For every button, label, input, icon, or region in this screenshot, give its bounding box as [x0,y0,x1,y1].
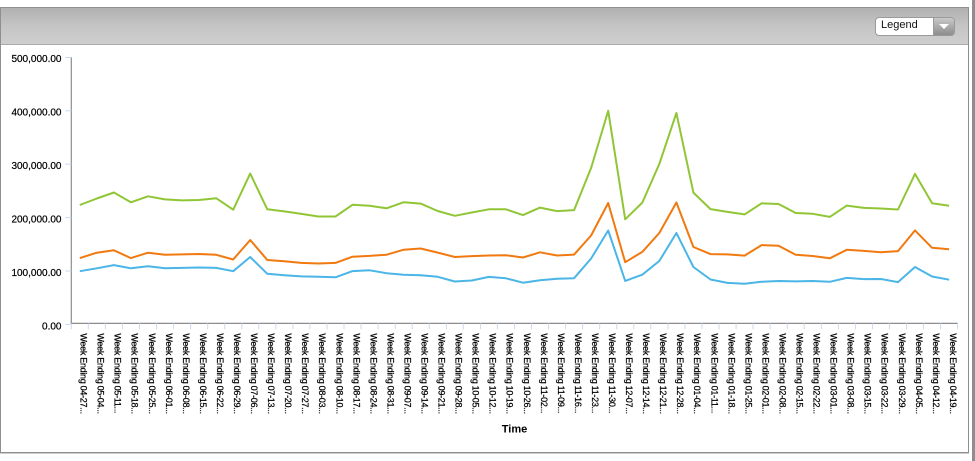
svg-text:Week Ending 05-04...: Week Ending 05-04... [96,333,106,413]
svg-text:400,000.00: 400,000.00 [11,108,61,119]
svg-text:Week Ending 04-05...: Week Ending 04-05... [914,333,924,413]
svg-text:Week Ending 01-18...: Week Ending 01-18... [726,333,736,413]
svg-text:200,000.00: 200,000.00 [11,215,61,226]
svg-text:Week Ending 11-30...: Week Ending 11-30... [607,333,617,413]
svg-text:500,000.00: 500,000.00 [11,54,61,65]
svg-text:Week Ending 02-01...: Week Ending 02-01... [760,333,770,413]
svg-text:Week Ending 01-04...: Week Ending 01-04... [692,333,702,413]
svg-text:Week Ending 07-27...: Week Ending 07-27... [300,333,310,413]
svg-text:Week Ending 08-31...: Week Ending 08-31... [385,333,395,413]
svg-text:Week Ending 01-25...: Week Ending 01-25... [743,333,753,413]
svg-text:Week Ending 03-15...: Week Ending 03-15... [863,333,873,413]
svg-text:Time: Time [502,424,527,436]
svg-text:Week Ending 11-23...: Week Ending 11-23... [590,333,600,413]
svg-text:Week Ending 01-11...: Week Ending 01-11... [709,333,719,413]
svg-text:Week Ending 04-19...: Week Ending 04-19... [948,333,958,413]
svg-text:Week Ending 09-21...: Week Ending 09-21... [437,333,447,413]
svg-text:Week Ending 08-03...: Week Ending 08-03... [317,333,327,413]
svg-text:Week Ending 09-07...: Week Ending 09-07... [403,333,413,413]
svg-text:300,000.00: 300,000.00 [11,161,61,172]
svg-text:Week Ending 02-15...: Week Ending 02-15... [795,333,805,413]
svg-text:Week Ending 03-22...: Week Ending 03-22... [880,333,890,413]
svg-text:Week Ending 12-07...: Week Ending 12-07... [624,333,634,413]
svg-text:Week Ending 09-14...: Week Ending 09-14... [420,333,430,413]
svg-text:Week Ending 08-17...: Week Ending 08-17... [351,333,361,413]
svg-text:Week Ending 05-11...: Week Ending 05-11... [113,333,123,413]
svg-text:100,000.00: 100,000.00 [11,268,61,279]
svg-text:Week Ending 02-08...: Week Ending 02-08... [777,333,787,413]
svg-text:Week Ending 06-22...: Week Ending 06-22... [215,333,225,413]
svg-text:0.00: 0.00 [42,322,62,333]
svg-text:Week Ending 02-22...: Week Ending 02-22... [812,333,822,413]
svg-text:Week Ending 05-25...: Week Ending 05-25... [147,333,157,413]
svg-text:Week Ending 03-08...: Week Ending 03-08... [846,333,856,413]
svg-text:Week Ending 12-14...: Week Ending 12-14... [641,333,651,413]
svg-text:Week Ending 10-19...: Week Ending 10-19... [505,333,515,413]
svg-text:Week Ending 09-28...: Week Ending 09-28... [454,333,464,413]
svg-text:Week Ending 06-01...: Week Ending 06-01... [164,333,174,413]
svg-text:Week Ending 06-08...: Week Ending 06-08... [181,333,191,413]
svg-text:Week Ending 04-12...: Week Ending 04-12... [931,333,941,413]
svg-text:Week Ending 08-24...: Week Ending 08-24... [368,333,378,413]
svg-text:Week Ending 03-01...: Week Ending 03-01... [829,333,839,413]
svg-text:Week Ending 10-05...: Week Ending 10-05... [471,333,481,413]
svg-text:Week Ending 11-16...: Week Ending 11-16... [573,333,583,413]
svg-text:Week Ending 10-12...: Week Ending 10-12... [488,333,498,413]
svg-text:Week Ending 11-09...: Week Ending 11-09... [556,333,566,413]
svg-text:Week Ending 10-26...: Week Ending 10-26... [522,333,532,413]
svg-text:Week Ending 12-21...: Week Ending 12-21... [658,333,668,413]
svg-text:Week Ending 12-28...: Week Ending 12-28... [675,333,685,413]
svg-text:Week Ending 07-20...: Week Ending 07-20... [283,333,293,413]
svg-text:Week Ending 04-27...: Week Ending 04-27... [79,333,89,413]
svg-text:Week Ending 05-18...: Week Ending 05-18... [130,333,140,413]
svg-text:Week Ending 03-29...: Week Ending 03-29... [897,333,907,413]
svg-text:Week Ending 08-10...: Week Ending 08-10... [334,333,344,413]
svg-text:Week Ending 11-02...: Week Ending 11-02... [539,333,549,413]
svg-text:Week Ending 06-15...: Week Ending 06-15... [198,333,208,413]
svg-text:Week Ending 07-13...: Week Ending 07-13... [266,333,276,413]
svg-text:Week Ending 06-29...: Week Ending 06-29... [232,333,242,413]
svg-text:Week Ending 07-06...: Week Ending 07-06... [249,333,259,413]
